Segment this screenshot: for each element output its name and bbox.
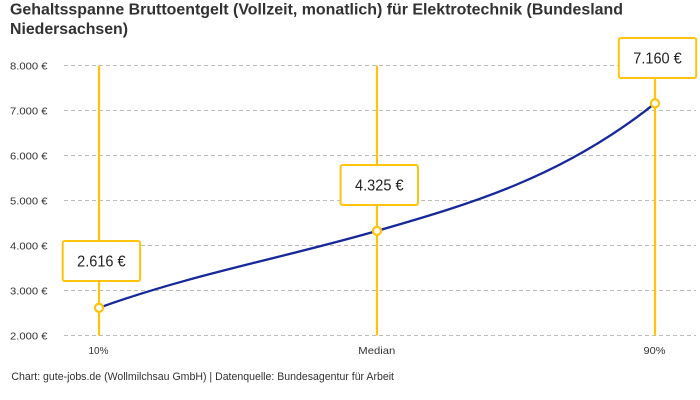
svg-text:Chart: gute-jobs.de (Wollmilch: Chart: gute-jobs.de (Wollmilchsau GmbH) … [11,371,394,383]
svg-text:3.000 €: 3.000 € [10,286,48,298]
svg-text:2.616 €: 2.616 € [77,254,126,271]
svg-text:2.000 €: 2.000 € [10,331,48,343]
svg-text:Median: Median [358,345,395,357]
svg-text:5.000 €: 5.000 € [10,196,48,208]
svg-text:90%: 90% [644,345,666,357]
svg-text:6.000 €: 6.000 € [10,151,48,163]
svg-text:10%: 10% [89,345,109,357]
svg-text:4.000 €: 4.000 € [10,241,48,253]
svg-text:Niedersachsen): Niedersachsen) [10,21,128,38]
svg-text:Gehaltsspanne Bruttoentgelt (V: Gehaltsspanne Bruttoentgelt (Vollzeit, m… [10,2,623,19]
svg-text:7.160 €: 7.160 € [633,51,682,68]
svg-text:4.325 €: 4.325 € [355,178,404,195]
svg-text:7.000 €: 7.000 € [10,106,48,118]
svg-text:8.000 €: 8.000 € [10,61,48,73]
